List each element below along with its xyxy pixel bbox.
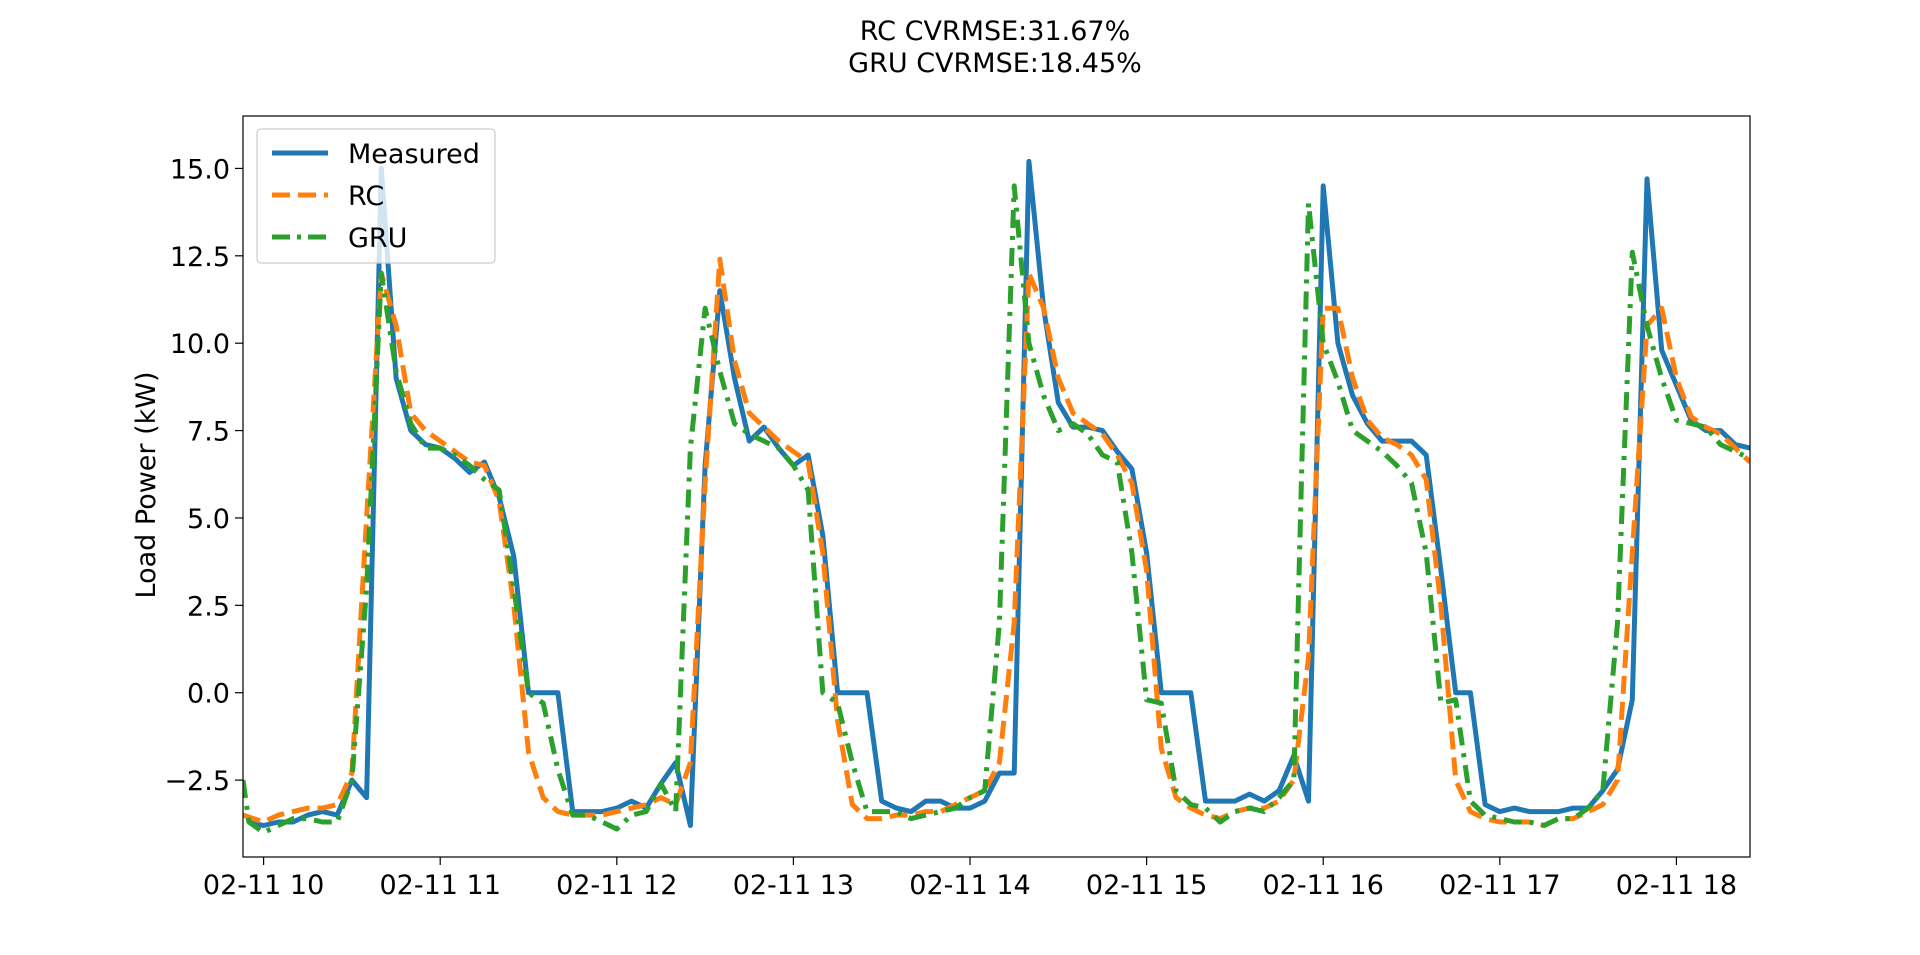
legend-label-measured: Measured	[348, 139, 480, 170]
y-tick-label: −2.5	[164, 766, 230, 797]
x-tick-label: 02-11 16	[1263, 870, 1384, 901]
series-layer	[243, 158, 1750, 835]
series-line-gru	[243, 183, 1750, 835]
legend: Measured RC GRU	[256, 128, 496, 264]
title-line-1: RC CVRMSE:31.67%	[860, 16, 1130, 47]
x-tick-label: 02-11 15	[1086, 870, 1207, 901]
legend-label-rc: RC	[348, 181, 384, 212]
x-tick-label: 02-11 18	[1616, 870, 1737, 901]
legend-label-gru: GRU	[348, 223, 407, 254]
x-tick-label: 02-11 13	[733, 870, 854, 901]
x-tick-label: 02-11 10	[203, 870, 324, 901]
plot-frame	[242, 115, 1751, 858]
title-line-2: GRU CVRMSE:18.45%	[848, 48, 1142, 79]
y-tick-label: 12.5	[170, 242, 230, 273]
y-tick-label: 7.5	[187, 417, 230, 448]
x-tick-label: 02-11 14	[909, 870, 1030, 901]
x-tick-label: 02-11 12	[556, 870, 677, 901]
legend-box	[256, 128, 496, 264]
ticks-layer: 02-11 10 02-11 11 02-11 12 02-11 13 02-11 14…	[164, 154, 1737, 901]
y-tick-label: 5.0	[187, 504, 230, 535]
chart-title: RC CVRMSE:31.67% GRU CVRMSE:18.45%	[848, 16, 1142, 79]
y-tick-label: 2.5	[187, 591, 230, 622]
y-axis-label: Load Power (kW)	[131, 372, 162, 599]
y-tick-label: 10.0	[170, 329, 230, 360]
y-tick-label: 0.0	[187, 679, 230, 710]
x-tick-label: 02-11 17	[1439, 870, 1560, 901]
y-tick-label: 15.0	[170, 154, 230, 185]
series-line-rc	[243, 256, 1750, 828]
x-tick-label: 02-11 11	[380, 870, 501, 901]
